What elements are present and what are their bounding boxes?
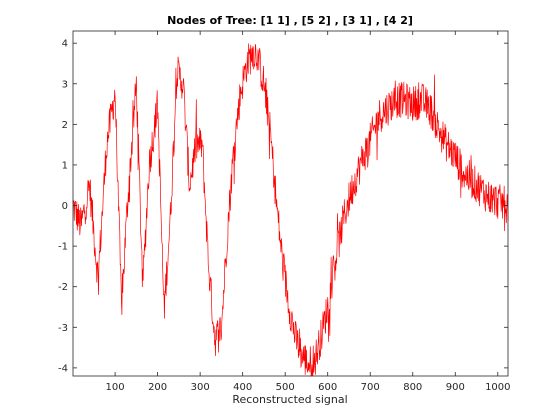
x-tick-label: 700 [361,382,380,393]
x-tick-label: 300 [191,382,210,393]
y-tick-label: 1 [62,160,68,171]
x-tick-label: 800 [403,382,422,393]
plot-area: 100 200 300 400 500 600 700 800 900 1000 -4 -3 -2 -1… [58,30,511,393]
y-tick-label: -3 [58,323,68,334]
y-tick-label: -4 [58,363,68,374]
x-tick-label: 200 [148,382,167,393]
x-axis-ticks: 100 200 300 400 500 600 700 800 900 1000 [106,31,511,393]
chart-title: Nodes of Tree: [1 1] , [5 2] , [3 1] , [… [167,14,413,27]
y-tick-label: 0 [62,201,68,212]
y-tick-label: 2 [62,120,68,131]
x-axis-label: Reconstructed signal [232,393,347,406]
x-tick-label: 100 [106,382,125,393]
y-axis-ticks: -4 -3 -2 -1 0 1 2 3 4 [58,39,508,374]
axes-box [72,30,509,377]
x-tick-label: 400 [233,382,252,393]
series-line-0 [72,43,509,377]
y-tick-label: 4 [62,39,68,50]
axes-background [73,31,508,376]
series-layer [72,43,509,377]
x-tick-label: 500 [276,382,295,393]
x-tick-label: 900 [446,382,465,393]
y-tick-label: 3 [62,79,68,90]
x-tick-label: 1000 [485,382,510,393]
y-tick-label: -2 [58,282,68,293]
y-tick-label: -1 [58,242,68,253]
x-tick-label: 600 [318,382,337,393]
